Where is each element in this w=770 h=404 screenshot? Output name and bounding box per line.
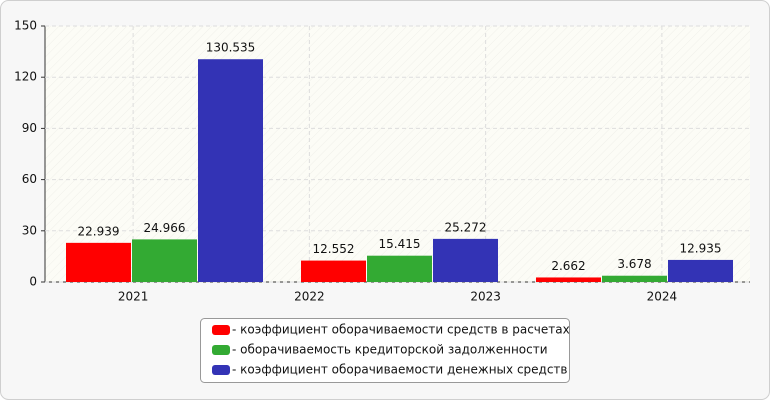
y-tick-label: 90	[22, 121, 37, 135]
bar-label: 2.662	[551, 259, 585, 273]
y-tick-label: 150	[14, 19, 37, 33]
x-tick-label: 2023	[470, 290, 501, 304]
x-tick-label: 2022	[294, 290, 325, 304]
bar	[66, 242, 131, 282]
bar	[433, 238, 498, 282]
y-tick-label: 30	[22, 223, 37, 237]
bar	[132, 239, 197, 282]
bar-label: 12.552	[313, 242, 355, 256]
y-tick-label: 120	[14, 70, 37, 84]
plot-area	[45, 26, 750, 282]
x-tick-label: 2021	[118, 290, 149, 304]
bar	[668, 259, 733, 282]
bar	[367, 255, 432, 282]
bar-label: 130.535	[206, 41, 256, 55]
bar-label: 15.415	[379, 237, 421, 251]
legend-swatch	[212, 365, 230, 375]
bar	[301, 260, 366, 282]
legend	[200, 318, 570, 383]
y-tick-label: 0	[29, 275, 37, 289]
legend-label: - оборачиваемость кредиторской задолженн…	[232, 343, 548, 357]
bar	[198, 59, 263, 282]
bar	[536, 277, 601, 282]
x-tick-label: 2024	[647, 290, 678, 304]
legend-swatch	[212, 325, 230, 335]
bar-label: 3.678	[617, 257, 651, 271]
y-tick-label: 60	[22, 172, 37, 186]
bar-label: 24.966	[144, 221, 186, 235]
legend-swatch	[212, 345, 230, 355]
bar-label: 22.939	[78, 224, 120, 238]
bar-label: 25.272	[445, 220, 487, 234]
legend-label: - коэффициент оборачиваемости средств в …	[232, 323, 570, 337]
bar-label: 12.935	[680, 241, 722, 255]
bar	[602, 275, 667, 282]
legend-label: - коэффициент оборачиваемости денежных с…	[232, 363, 568, 377]
